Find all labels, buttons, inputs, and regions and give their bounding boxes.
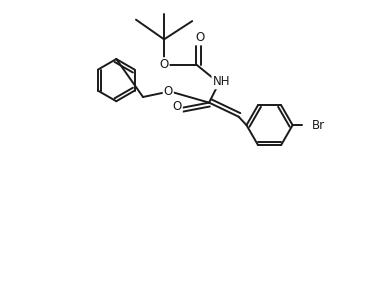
Text: O: O [159,58,169,71]
Text: O: O [195,32,205,45]
Text: Br: Br [312,119,325,131]
Text: O: O [173,100,182,113]
Text: NH: NH [212,75,230,88]
Text: O: O [164,85,173,98]
